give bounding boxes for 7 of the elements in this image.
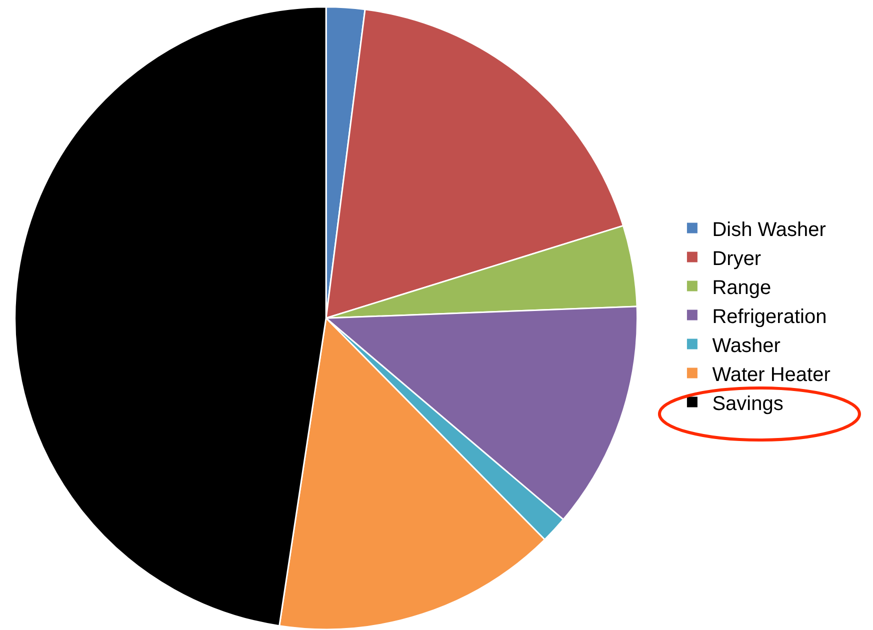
legend-label: Refrigeration [712,306,827,328]
legend-label: Washer [712,334,781,357]
legend-label: Dish Washer [712,218,826,241]
legend-label: Dryer [712,248,762,270]
legend-label: Water Heater [712,364,831,386]
legend-label: Range [712,276,772,299]
legend-label: Savings [712,392,784,415]
